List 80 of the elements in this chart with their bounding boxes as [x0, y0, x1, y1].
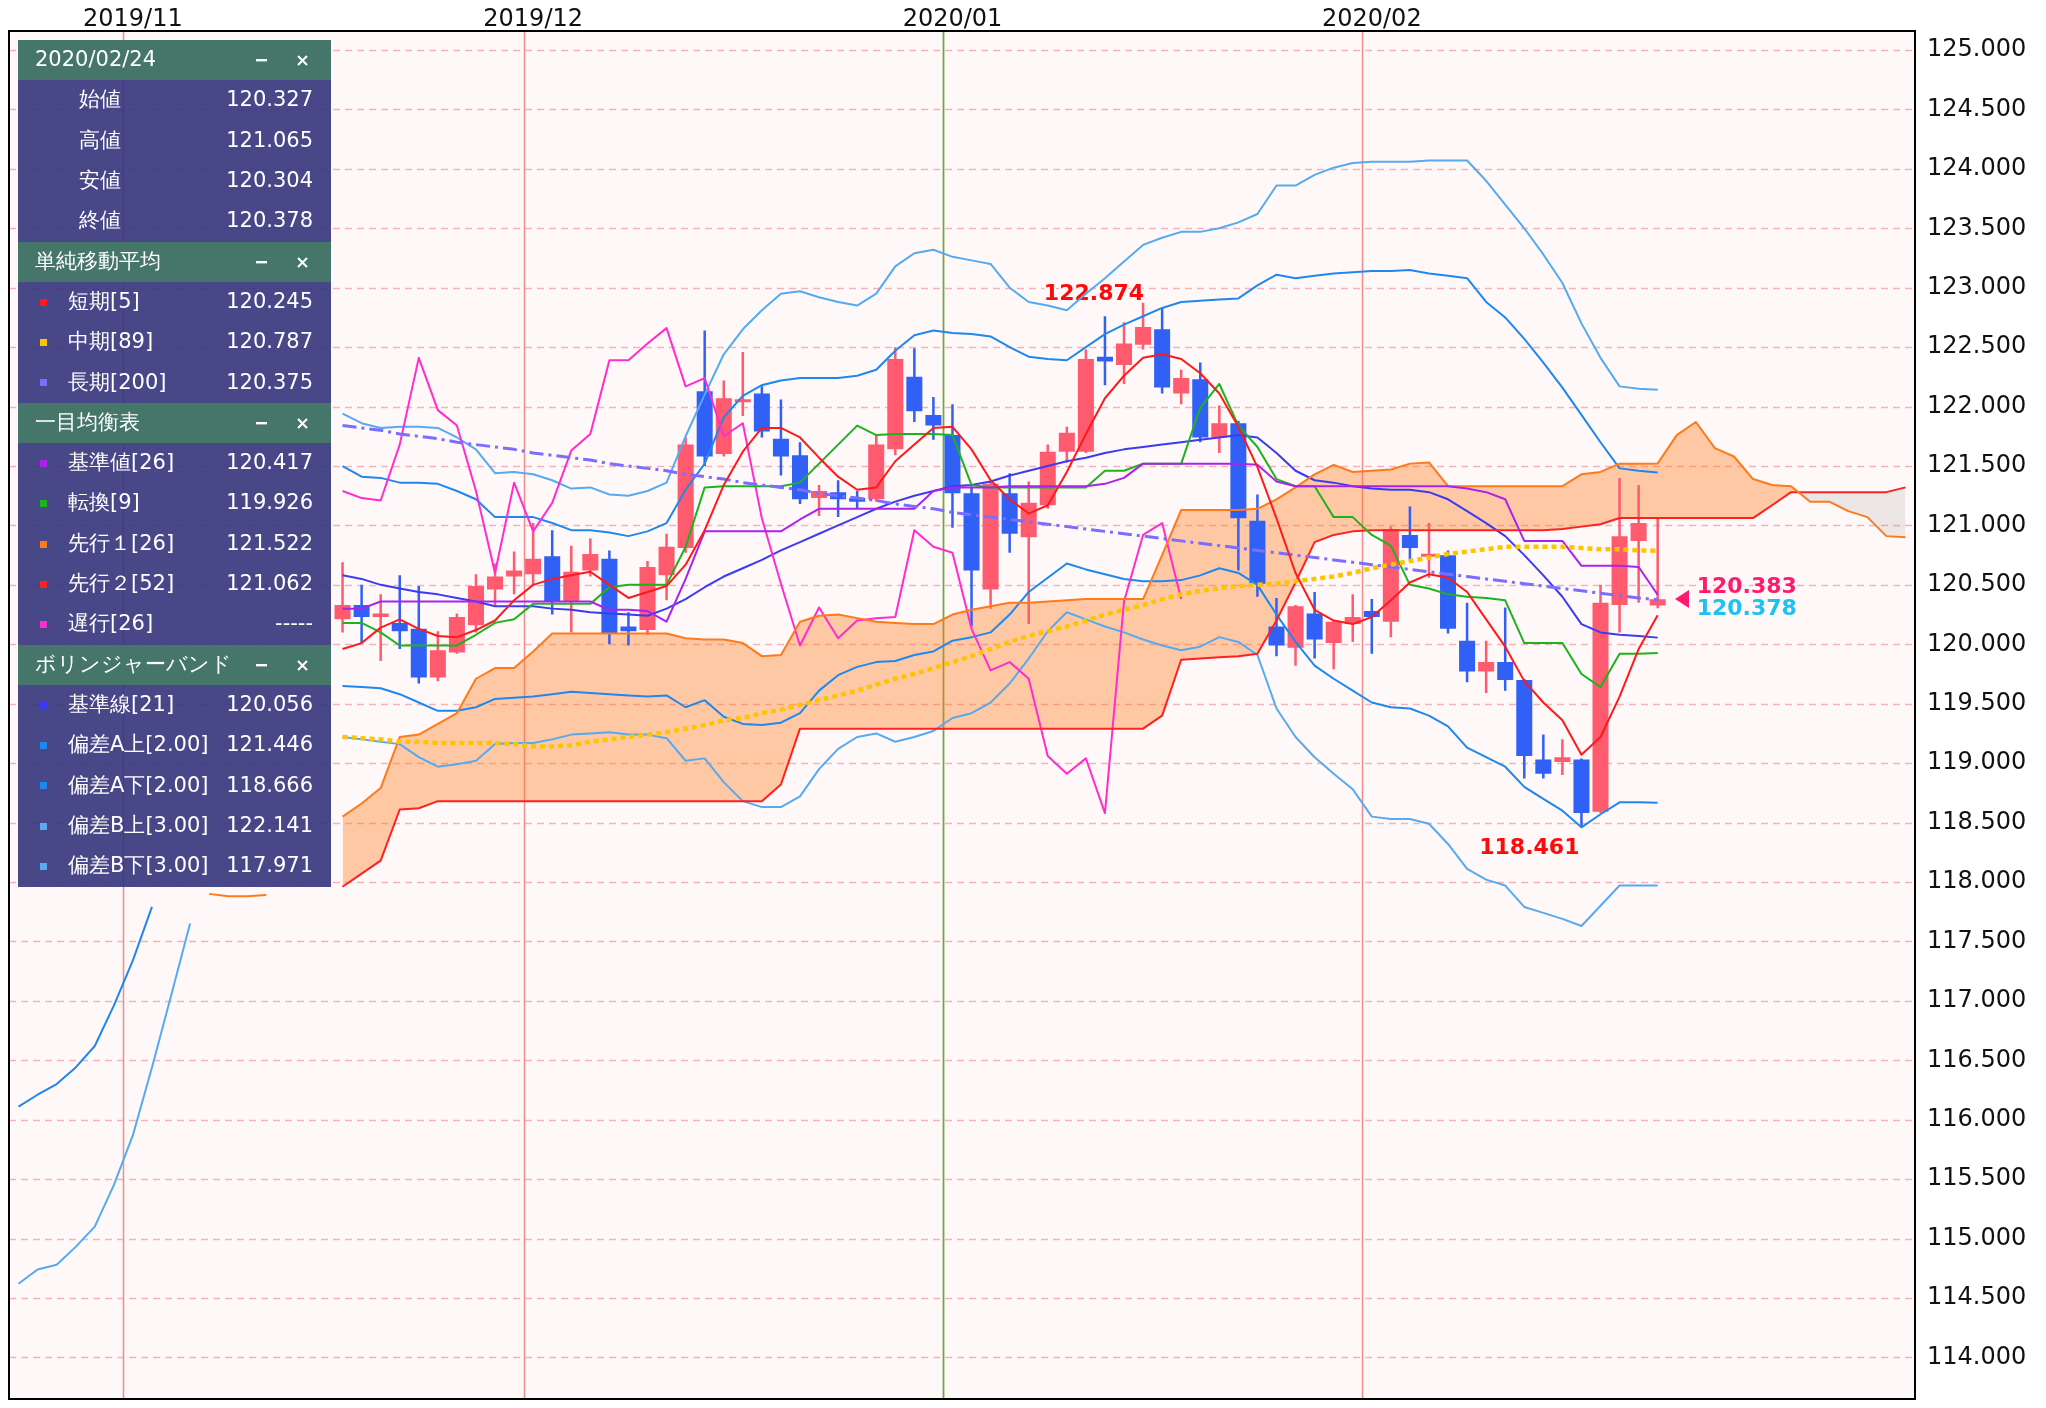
x-tick-label: 2020/02: [1321, 3, 1422, 32]
y-tick-label: 120.500: [1927, 569, 2027, 598]
candlestick: [582, 538, 599, 577]
candlestick: [1306, 591, 1323, 659]
y-tick-label: 123.500: [1927, 212, 2027, 241]
annotation: 120.417: [226, 450, 313, 475]
y-tick-label: 122.000: [1927, 390, 2027, 419]
legend-title: 2020/02/24: [35, 47, 157, 72]
y-tick-label: 121.000: [1927, 509, 2027, 538]
annotation: 117.971: [226, 853, 313, 878]
legend-label: 基準値[26]: [68, 450, 175, 475]
annotation: 121.062: [226, 571, 313, 596]
y-tick-label: 123.000: [1927, 271, 2027, 300]
candlestick: [906, 348, 923, 423]
annotation: 121.065: [226, 128, 313, 153]
annotation: 118.461: [1479, 833, 1580, 859]
y-tick-label: 124.000: [1927, 153, 2027, 182]
y-tick-label: 114.500: [1927, 1282, 2027, 1311]
annotation: 121.446: [226, 732, 313, 757]
annotation: 119.926: [226, 490, 313, 515]
legend-label: 短期[5]: [68, 289, 140, 314]
legend-label: 転換[9]: [68, 490, 140, 515]
annotation: 始値: [79, 87, 121, 112]
y-tick-label: 115.500: [1927, 1163, 2027, 1192]
legend-label: 先行２[52]: [68, 571, 175, 596]
y-tick-label: 115.000: [1927, 1222, 2027, 1251]
y-tick-label: 121.500: [1927, 450, 2027, 479]
legend-label: 偏差B下[3.00]: [68, 853, 209, 878]
legend-label: 遅行[26]: [68, 611, 154, 637]
annotation: 120.304: [226, 168, 313, 193]
legend-label: 基準線[21]: [68, 692, 175, 717]
candlestick: [1630, 485, 1647, 603]
line-series: [341, 424, 1660, 602]
legend-label: 長期[200]: [68, 369, 167, 395]
annotation: 120.327: [226, 87, 313, 112]
annotation: 121.522: [226, 531, 313, 556]
candlestick: [1535, 734, 1552, 779]
candlestick: [1554, 739, 1571, 776]
annotation: 122.141: [226, 813, 313, 838]
candlestick: [925, 397, 942, 440]
annotation: 単純移動平均: [35, 249, 161, 274]
annotation: 120.056: [226, 692, 313, 717]
candlestick: [1211, 405, 1228, 453]
legend-label: 偏差A上[2.00]: [68, 732, 209, 757]
x-tick-label: 2019/12: [483, 3, 583, 32]
annotation: 120.378: [226, 208, 313, 233]
y-tick-label: 124.500: [1927, 93, 2027, 122]
y-tick-label: 118.000: [1927, 866, 2027, 895]
y-tick-label: 122.500: [1927, 331, 2027, 360]
legend-label: 先行１[26]: [68, 531, 175, 556]
legend-label: 中期[89]: [68, 329, 154, 354]
annotation: 高値: [79, 128, 121, 153]
annotation: 一目均衡表: [35, 410, 140, 435]
y-tick-label: 114.000: [1927, 1341, 2027, 1370]
annotation: 120.787: [226, 329, 313, 354]
y-tick-label: 125.000: [1927, 34, 2027, 63]
candlestick: [1649, 517, 1666, 609]
y-tick-label: 116.000: [1927, 1103, 2027, 1132]
y-tick-label: 117.500: [1927, 925, 2027, 954]
y-tick-label: 117.000: [1927, 985, 2027, 1014]
x-tick-label: 2019/11: [83, 3, 183, 32]
candlestick: [334, 562, 351, 633]
legend-label: 偏差B上[3.00]: [68, 813, 209, 838]
y-tick-label: 119.000: [1927, 747, 2027, 776]
candlestick: [391, 575, 408, 650]
annotation: 安値: [79, 168, 121, 193]
y-tick-label: 120.000: [1927, 628, 2027, 657]
y-tick-label: 118.500: [1927, 806, 2027, 835]
y-tick-label: 116.500: [1927, 1044, 2027, 1073]
candlestick: [372, 594, 389, 661]
annotation: 120.245: [226, 289, 313, 314]
candlestick: [620, 612, 637, 646]
annotation: 118.666: [226, 773, 313, 798]
x-tick-label: 2020/01: [902, 3, 1003, 32]
legend-label: 偏差A下[2.00]: [68, 773, 209, 798]
annotation: 120.375: [226, 369, 313, 395]
annotation: 終値: [79, 208, 121, 233]
annotation: ボリンジャーバンド: [35, 652, 232, 677]
y-tick-label: 119.500: [1927, 687, 2027, 716]
annotation: -----: [275, 611, 313, 637]
